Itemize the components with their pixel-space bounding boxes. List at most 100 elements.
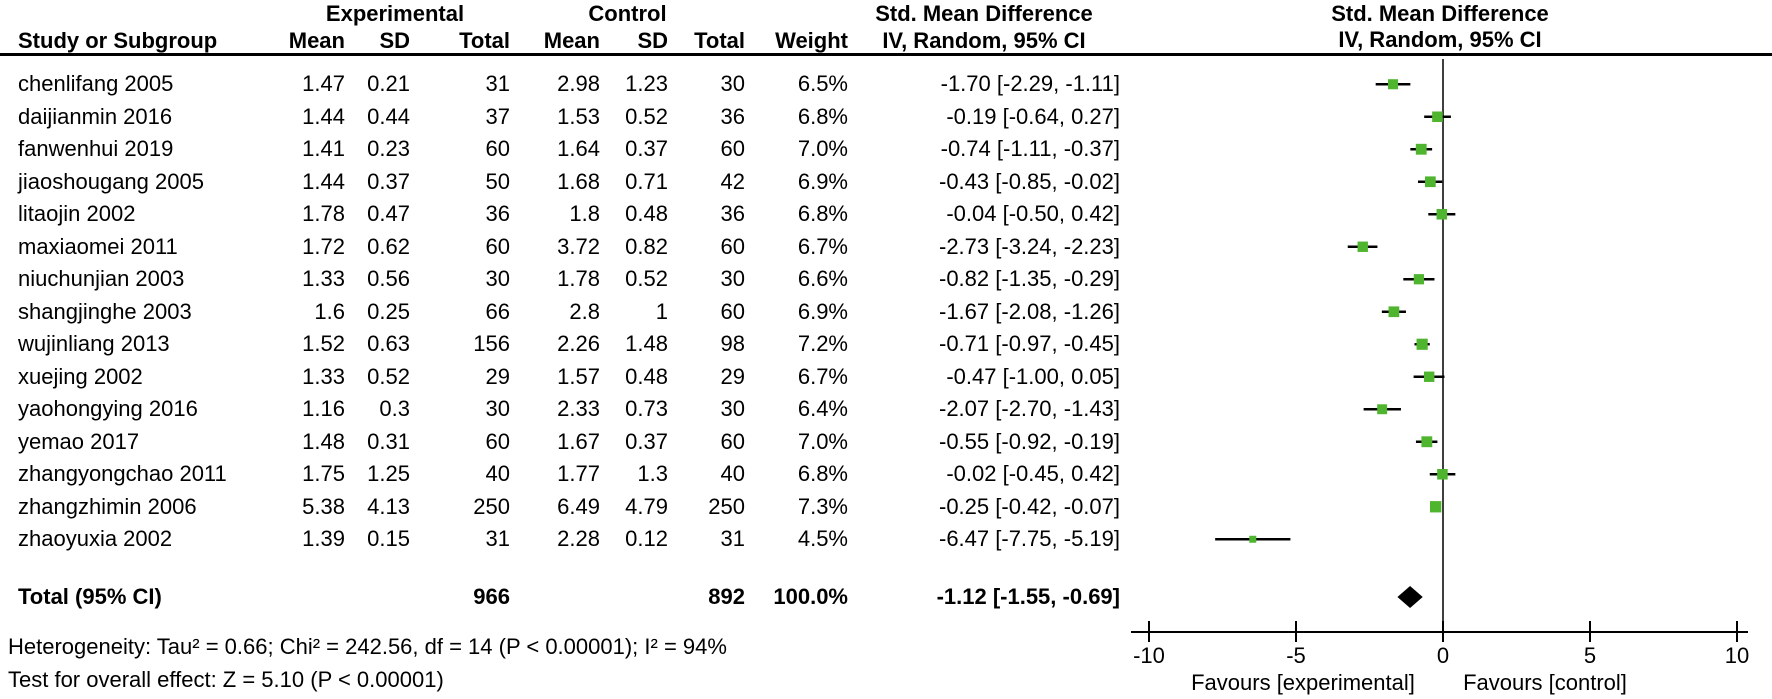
- study-name-cell: xuejing 2002: [18, 363, 143, 389]
- exp-total-cell: 66: [485, 298, 510, 324]
- exp-mean-cell: 1.6: [314, 298, 345, 324]
- exp-sd-cell: 0.25: [367, 298, 410, 324]
- overall-effect-note: Test for overall effect: Z = 5.10 (P < 0…: [8, 667, 444, 692]
- exp-mean-cell: 1.48: [302, 428, 345, 454]
- ctrl-mean-cell: 2.33: [557, 396, 600, 421]
- ctrl-total-cell: 31: [720, 526, 745, 551]
- exp-total-cell: 40: [485, 461, 510, 486]
- ci-text-cell: -0.55 [-0.92, -0.19]: [939, 428, 1120, 454]
- weight-cell: 4.5%: [797, 526, 848, 551]
- weight-cell: 6.4%: [797, 396, 848, 421]
- ctrl-mean-cell: 1.68: [557, 168, 600, 194]
- study-name-cell: wujinliang 2013: [18, 331, 170, 356]
- smd-header-right: Std. Mean Difference: [1331, 1, 1549, 26]
- total-ci-text: -1.12 [-1.55, -0.69]: [936, 584, 1120, 609]
- ctrl-mean-cell: 1.78: [557, 266, 600, 291]
- ctrl-total-cell: 98: [720, 331, 745, 356]
- ctrl-total-cell: 40: [720, 461, 745, 486]
- exp-mean-cell: 1.33: [302, 363, 345, 389]
- ctrl-mean-cell: 1.67: [557, 428, 600, 454]
- study-name-cell: daijianmin 2016: [18, 103, 173, 129]
- ctrl-sd-cell: 1.48: [625, 331, 668, 356]
- exp-sd-cell: 0.21: [367, 71, 410, 96]
- favours-control-label: Favours [control]: [1463, 670, 1627, 695]
- col-header-mean-exp: Mean: [288, 28, 345, 53]
- total-weight: 100.0%: [773, 584, 848, 609]
- effect-marker: [1432, 111, 1443, 123]
- study-name-cell: jiaoshougang 2005: [18, 168, 204, 194]
- ctrl-sd-cell: 0.52: [625, 266, 668, 291]
- header-divider-line: [0, 53, 1772, 56]
- total-label: Total (95% CI): [18, 584, 162, 609]
- ctrl-sd-cell: 0.37: [625, 428, 668, 454]
- ctrl-sd-cell: 4.79: [625, 493, 668, 519]
- total-exp-n: 966: [473, 584, 510, 609]
- col-header-sd-ctrl: SD: [637, 28, 668, 53]
- axis-tick-label: 0: [1437, 643, 1449, 668]
- exp-sd-cell: 0.47: [367, 201, 410, 226]
- exp-mean-cell: 1.52: [302, 331, 345, 356]
- weight-cell: 7.3%: [797, 493, 848, 519]
- ctrl-sd-cell: 0.48: [625, 201, 668, 226]
- method-header-right: IV, Random, 95% CI: [1338, 27, 1542, 52]
- study-name-cell: chenlifang 2005: [18, 71, 174, 96]
- axis-tick-label: 10: [1725, 643, 1749, 668]
- exp-mean-cell: 1.47: [302, 71, 345, 96]
- exp-mean-cell: 5.38: [302, 493, 345, 519]
- ctrl-sd-cell: 0.73: [625, 396, 668, 421]
- effect-marker: [1413, 274, 1425, 285]
- exp-total-cell: 37: [485, 103, 510, 129]
- exp-total-cell: 60: [485, 428, 510, 454]
- total-empty: [280, 581, 345, 614]
- plot-column-header: Std. Mean Difference IV, Random, 95% CI: [1230, 1, 1650, 53]
- weight-cell: 6.8%: [797, 201, 848, 226]
- ctrl-mean-cell: 1.64: [557, 136, 600, 161]
- weight-cell: 7.0%: [797, 428, 848, 454]
- ctrl-sd-cell: 0.12: [625, 526, 668, 551]
- table-header: Experimental Control Std. Mean Differenc…: [0, 0, 1120, 54]
- exp-total-cell: 29: [485, 363, 510, 389]
- total-row: Total (95% CI) 966 892 100.0% -1.12 [-1.…: [0, 581, 1120, 614]
- ci-text-cell: -0.04 [-0.50, 0.42]: [946, 201, 1120, 226]
- group-header-experimental: Experimental: [325, 1, 465, 26]
- header-spacer: [745, 0, 848, 27]
- ci-text-cell: -0.71 [-0.97, -0.45]: [939, 331, 1120, 356]
- exp-sd-cell: 0.3: [379, 396, 410, 421]
- exp-total-cell: 60: [485, 233, 510, 259]
- weight-cell: 6.5%: [797, 71, 848, 96]
- ctrl-total-cell: 60: [720, 298, 745, 324]
- col-header-total-exp: Total: [459, 28, 510, 53]
- effect-marker: [1429, 501, 1442, 513]
- method-header-left: IV, Random, 95% CI: [882, 28, 1086, 53]
- exp-mean-cell: 1.41: [302, 136, 345, 161]
- exp-sd-cell: 1.25: [367, 461, 410, 486]
- weight-cell: 6.7%: [797, 363, 848, 389]
- weight-cell: 6.6%: [797, 266, 848, 291]
- col-header-sd-exp: SD: [379, 28, 410, 53]
- heterogeneity-note: Heterogeneity: Tau² = 0.66; Chi² = 242.5…: [8, 634, 727, 659]
- study-name-cell: zhangzhimin 2006: [18, 493, 197, 519]
- effect-marker: [1416, 338, 1428, 350]
- exp-total-cell: 31: [485, 71, 510, 96]
- ctrl-sd-cell: 0.48: [625, 363, 668, 389]
- ctrl-mean-cell: 2.98: [557, 71, 600, 96]
- ctrl-total-cell: 30: [720, 266, 745, 291]
- ci-text-cell: -2.07 [-2.70, -1.43]: [939, 396, 1120, 421]
- ctrl-sd-cell: 1: [655, 298, 668, 324]
- weight-cell: 6.9%: [797, 298, 848, 324]
- ctrl-mean-cell: 1.77: [557, 461, 600, 486]
- ctrl-mean-cell: 2.26: [557, 331, 600, 356]
- ctrl-sd-cell: 0.82: [625, 233, 668, 259]
- axis-tick-label: 5: [1584, 643, 1596, 668]
- exp-sd-cell: 0.44: [367, 103, 410, 129]
- exp-sd-cell: 0.62: [367, 233, 410, 259]
- exp-total-cell: 30: [485, 266, 510, 291]
- exp-sd-cell: 0.31: [367, 428, 410, 454]
- ci-text-cell: -0.25 [-0.42, -0.07]: [939, 493, 1120, 519]
- exp-mean-cell: 1.72: [302, 233, 345, 259]
- weight-cell: 6.8%: [797, 461, 848, 486]
- exp-mean-cell: 1.33: [302, 266, 345, 291]
- ci-text-cell: -0.02 [-0.45, 0.42]: [946, 461, 1120, 486]
- exp-total-cell: 31: [485, 526, 510, 551]
